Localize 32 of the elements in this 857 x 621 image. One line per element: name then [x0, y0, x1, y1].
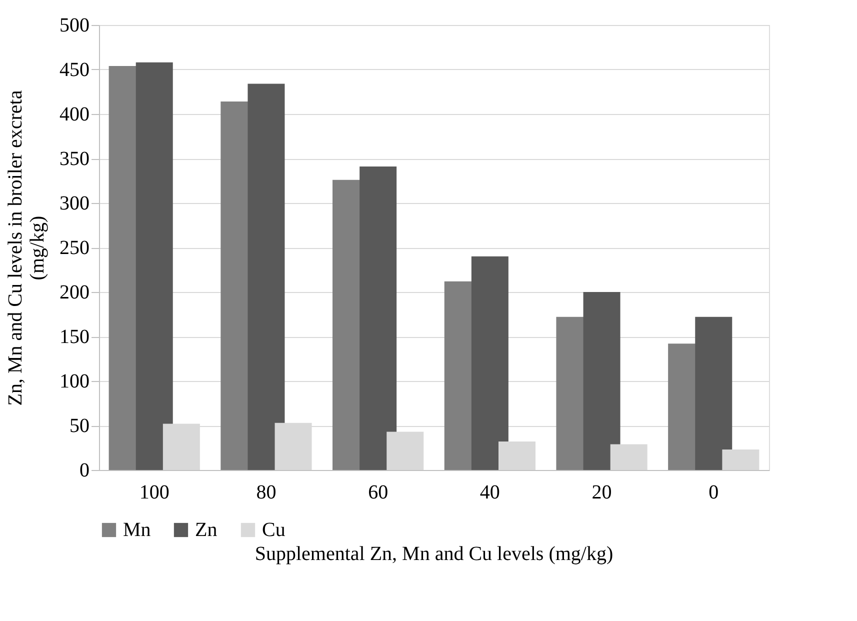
bar	[471, 256, 508, 470]
y-tick-label: 100	[60, 370, 90, 392]
y-axis-title: Zn, Mn and Cu levels in broiler excreta (mg/kg)	[4, 90, 48, 406]
legend-label: Cu	[262, 519, 286, 541]
y-tick-label: 250	[60, 237, 90, 259]
y-tick-label: 400	[60, 104, 90, 126]
y-tick-label: 500	[60, 14, 90, 36]
bar	[695, 316, 732, 470]
x-axis-title: Supplemental Zn, Mn and Cu levels (mg/kg)	[254, 543, 614, 565]
x-tick-label: 0	[708, 482, 719, 504]
y-tick-label: 350	[60, 148, 90, 170]
bar	[583, 292, 620, 470]
y-tick-label: 50	[70, 415, 90, 437]
x-tick-label: 40	[480, 482, 500, 504]
bar	[386, 432, 424, 470]
bar	[136, 62, 173, 470]
y-tick-label: 300	[60, 192, 90, 214]
bar	[248, 84, 285, 470]
x-tick-label: 20	[592, 482, 612, 504]
bar	[722, 450, 760, 470]
x-tick-label: 100	[139, 482, 170, 504]
x-tick-label: 60	[368, 482, 388, 504]
y-tick-label: 150	[60, 326, 90, 348]
legend-label: Mn	[123, 519, 151, 541]
legend-label: Zn	[195, 519, 218, 541]
y-tick-label: 200	[60, 282, 90, 304]
x-tick-label: 80	[256, 482, 276, 504]
bar	[498, 442, 536, 470]
y-tick-label: 0	[80, 460, 90, 482]
bar	[360, 166, 397, 470]
bar	[610, 444, 648, 470]
y-tick-label: 450	[60, 59, 90, 81]
